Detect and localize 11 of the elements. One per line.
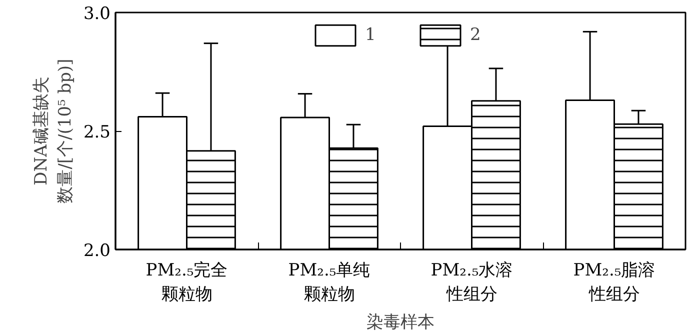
- y-axis-title: DNA碱基缺失数量/[个/(10⁵ bp)]: [31, 58, 76, 204]
- y-tick-label: 3.0: [83, 4, 111, 24]
- y-tick-label: 2.0: [83, 241, 111, 261]
- x-tick-label: PM₂.₅水溶性组分: [430, 260, 513, 304]
- x-tick-label: PM₂.₅脂溶性组分: [573, 260, 656, 304]
- y-tick-label: 2.5: [83, 122, 111, 142]
- x-tick-label: PM₂.₅单纯颗粒物: [288, 260, 370, 304]
- x-axis-title: 染毒样本: [366, 312, 434, 332]
- x-tick-label: PM₂.₅完全颗粒物: [146, 260, 228, 304]
- legend-label: 1: [365, 25, 377, 45]
- legend-label: 2: [470, 25, 482, 45]
